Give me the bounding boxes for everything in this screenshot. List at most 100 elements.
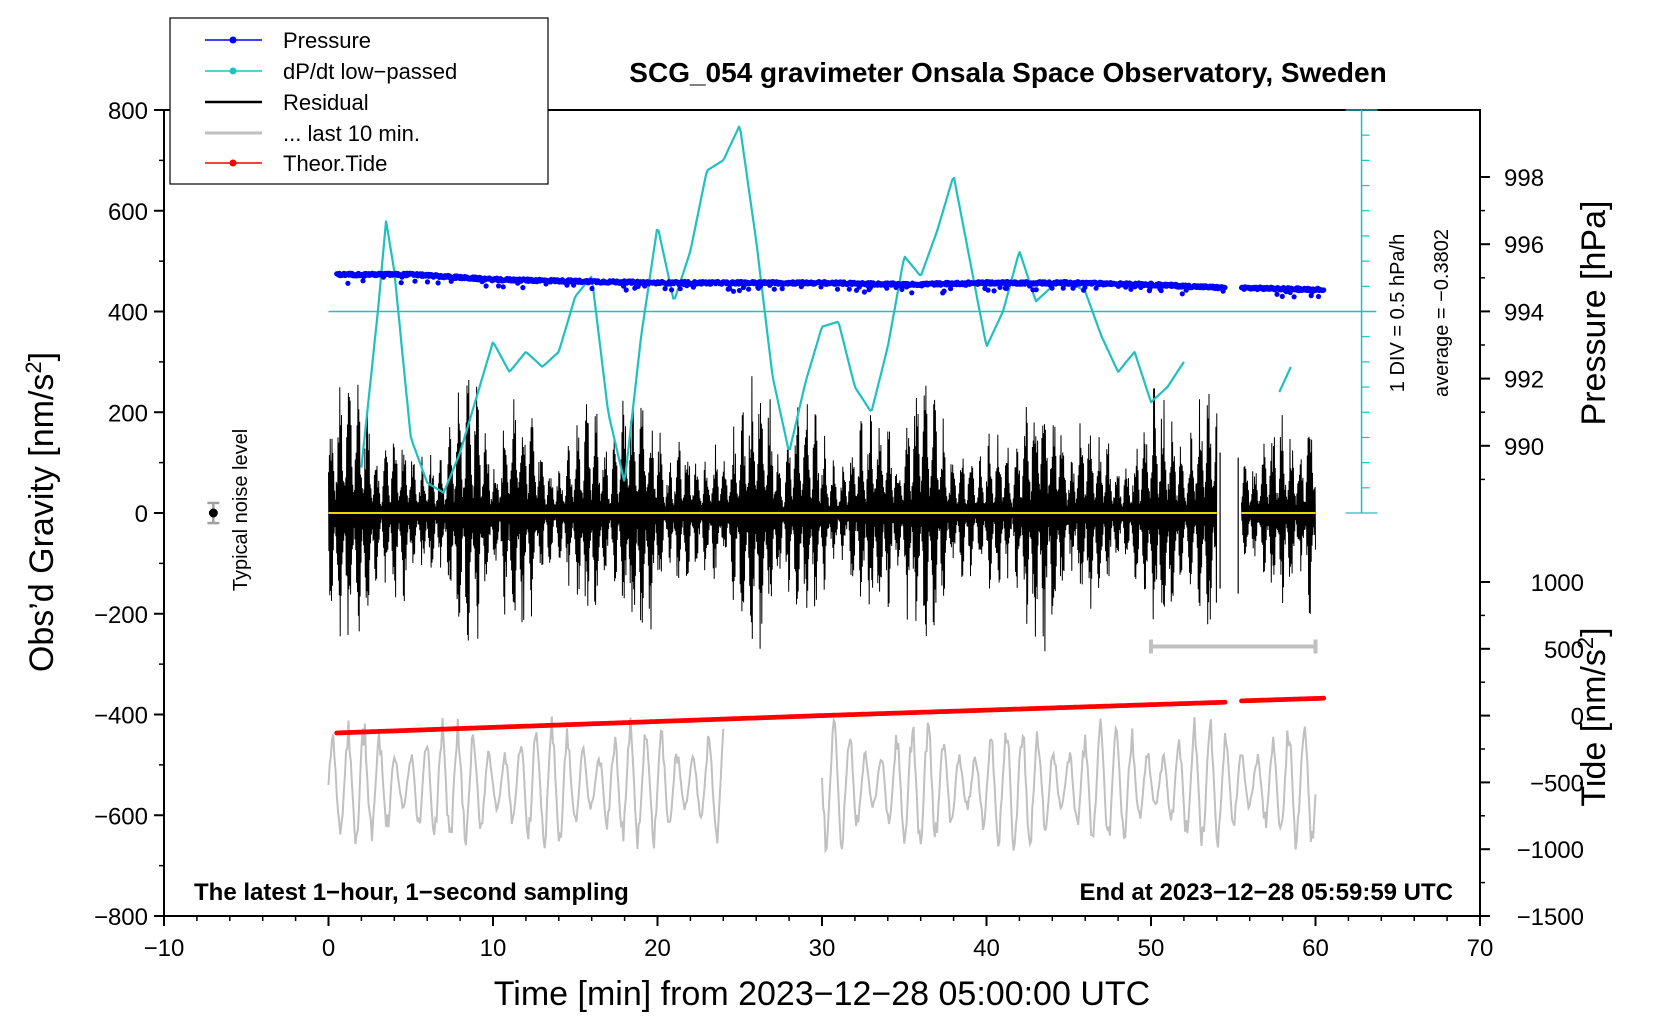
pressure-point [991, 288, 997, 294]
tide-series-line [336, 700, 1226, 735]
x-tick-label: 10 [480, 935, 507, 962]
y-tick-label: 600 [108, 199, 148, 226]
data-layer [207, 125, 1327, 854]
legend-item-pressure: Pressure [205, 28, 371, 53]
legend-label-pressure: Pressure [283, 28, 371, 53]
x-tick-label: 20 [644, 935, 671, 962]
pressure-point [1222, 284, 1228, 291]
pressure-tick-label: 990 [1504, 434, 1544, 461]
noise-level-label: Typical noise level [230, 429, 252, 591]
x-tick-label: 0 [322, 935, 335, 962]
y-tick-label: −200 [94, 602, 148, 629]
y-tick-label: 400 [108, 300, 148, 327]
pressure-point [662, 286, 668, 292]
pressure-point [948, 286, 954, 292]
pressure-point [846, 286, 852, 292]
pressure-point [771, 286, 777, 292]
legend-label-tide: Theor.Tide [283, 151, 387, 176]
legend-label-residual: Residual [283, 90, 369, 115]
pressure-point [589, 285, 595, 292]
residual-series-line [1241, 415, 1316, 614]
tide-tick-label: 500 [1544, 637, 1584, 664]
pressure-point [909, 290, 915, 296]
legend-label-last10: ... last 10 min. [283, 121, 420, 146]
pressure-point [360, 278, 366, 284]
pressure-point [435, 280, 441, 286]
legend-item-residual: Residual [205, 90, 369, 115]
tide-tick-label: −500 [1530, 770, 1584, 797]
y-axis-title: Obs’d Gravity [nm/s2] [21, 352, 61, 672]
pressure-point [1179, 291, 1185, 297]
y-tick-label: −800 [94, 904, 148, 931]
y-tick-label: 800 [108, 98, 148, 125]
legend-item-tide: Theor.Tide [205, 151, 387, 176]
pressure-point [779, 286, 785, 292]
dpdt-series-line [360, 125, 1185, 494]
residual-series-line [328, 376, 1218, 652]
tide-axis-title: Tide [nm/s2] [1573, 627, 1613, 806]
pressure-point [677, 286, 683, 292]
x-tick-label: 60 [1302, 935, 1329, 962]
pressure-point [500, 284, 506, 290]
pressure-point [1291, 294, 1297, 300]
tide-series-line [1241, 696, 1324, 703]
note-left: The latest 1−hour, 1−second sampling [194, 879, 629, 906]
pressure-point [1321, 287, 1327, 293]
pressure-point [730, 288, 737, 294]
pressure-point [424, 279, 431, 285]
note-right: End at 2023−12−28 05:59:59 UTC [1079, 879, 1453, 906]
tide-tick-label: −1500 [1517, 904, 1584, 931]
pressure-point [520, 285, 526, 291]
pressure-point [1033, 287, 1039, 293]
pressure-point [669, 287, 675, 293]
chart-title: SCG_054 gravimeter Onsala Space Observat… [629, 57, 1386, 88]
legend-label-dpdt: dP/dt low−passed [283, 59, 457, 84]
dpdt-average-label: average = −0.3802 [1431, 229, 1453, 397]
legend-marker-tide [229, 159, 237, 167]
pressure-point [398, 280, 404, 286]
pressure-point [623, 287, 629, 293]
pressure-point [941, 288, 947, 294]
pressure-point [345, 280, 351, 286]
pressure-tick-label: 998 [1504, 165, 1544, 192]
pressure-point [1315, 293, 1322, 300]
pressure-point [834, 286, 841, 292]
x-axis-title: Time [min] from 2023−12−28 05:00:00 UTC [494, 975, 1150, 1013]
pressure-axis-title: Pressure [hPa] [1575, 201, 1613, 426]
legend-item-last10: ... last 10 min. [205, 121, 420, 146]
dpdt-series-line [1278, 366, 1292, 393]
pressure-point [1093, 285, 1099, 291]
pressure-point [1082, 284, 1088, 290]
axes-layer: −10 0 10 20 30 40 50 60 70 −800 −600 −400 −200 0 200 40… [94, 98, 1584, 962]
pressure-point [1158, 288, 1164, 294]
pressure-point [412, 278, 418, 284]
legend: Pressure dP/dt low−passed Residual ... l… [169, 17, 549, 185]
pressure-point [985, 287, 991, 293]
tide-tick-label: −1000 [1517, 837, 1584, 864]
legend-marker-dpdt [229, 67, 237, 75]
legend-item-dpdt: dP/dt low−passed [205, 59, 457, 84]
pressure-tick-label: 992 [1504, 367, 1544, 394]
y-tick-label: −600 [94, 803, 148, 830]
x-tick-label: −10 [144, 935, 185, 962]
pressure-point [1274, 291, 1280, 297]
x-tick-label: 50 [1138, 935, 1165, 962]
pressure-tick-label: 994 [1504, 299, 1544, 326]
dpdt-scale-label: 1 DIV = 0.5 hPa/h [1387, 234, 1409, 392]
last10-series-line [327, 716, 725, 849]
noise-point [208, 508, 218, 518]
last10-series-line [821, 716, 1317, 854]
pressure-point [1049, 285, 1055, 291]
y-tick-label: −400 [94, 703, 148, 730]
pressure-point [736, 287, 743, 294]
pressure-point [746, 286, 752, 292]
tide-tick-label: 0 [1571, 704, 1584, 731]
pressure-point [1060, 285, 1066, 291]
x-tick-label: 40 [973, 935, 1000, 962]
pressure-point [1279, 293, 1285, 299]
pressure-point [861, 289, 868, 295]
y-tick-label: 0 [135, 501, 148, 528]
legend-marker-pressure [229, 36, 237, 44]
pressure-point [496, 283, 502, 289]
